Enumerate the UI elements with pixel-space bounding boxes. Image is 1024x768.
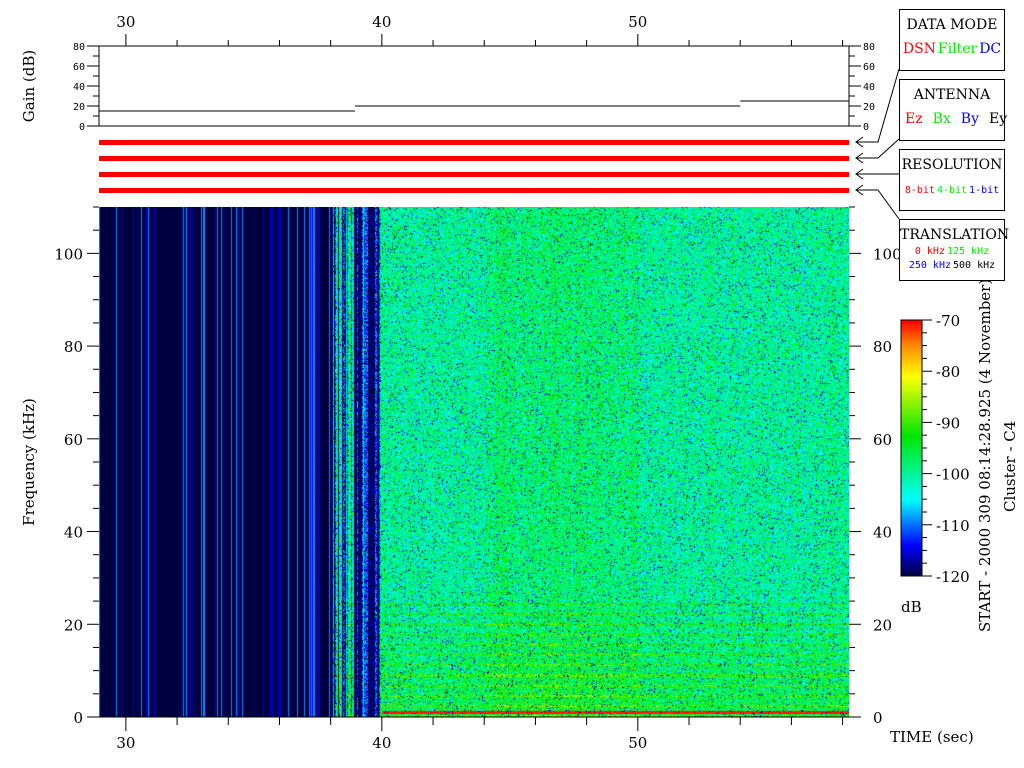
legend-items: 0 kHz 125 kHz 250 kHz 500 kHz — [900, 245, 1004, 273]
legend-title: TRANSLATION — [900, 227, 1010, 243]
gain-tick-label: 80 — [73, 42, 85, 53]
legend-items: Ez Bx By Ey — [900, 111, 1008, 127]
freq-tick-label: 0 — [73, 709, 83, 727]
time-tick-label: 50 — [628, 734, 647, 752]
arrow-icon — [855, 136, 864, 148]
freq-tick-label-right: 60 — [873, 431, 892, 449]
gain-tick-label-right: 20 — [863, 102, 875, 113]
arrow-icon — [855, 152, 864, 164]
arrow-icon — [855, 184, 864, 196]
legend-data-mode: DATA MODE DSN Filter DC — [899, 9, 1005, 71]
gain-tick-label: 40 — [73, 82, 85, 93]
gain-tick-label: 20 — [73, 102, 85, 113]
colorbar-tick-label: -120 — [936, 568, 970, 586]
colorbar-tick-label: -100 — [936, 466, 970, 484]
freq-tick-label-right: 40 — [873, 524, 892, 542]
gain-tick-label-right: 60 — [863, 62, 875, 73]
legend-title: RESOLUTION — [901, 157, 1003, 173]
time-axis-label: TIME (sec) — [890, 728, 974, 746]
legend-item-0-khz: 0 kHz — [914, 246, 945, 257]
time-tick-label: 40 — [372, 734, 391, 752]
gain-tick-label-right: 40 — [863, 82, 875, 93]
legend-item-125-khz: 125 kHz — [946, 246, 990, 257]
legend-leader-line — [856, 68, 900, 143]
legend-item-500-khz: 500 kHz — [953, 260, 996, 271]
gain-tick-label: 0 — [79, 122, 85, 133]
freq-tick-label: 80 — [64, 338, 83, 356]
colorbar — [901, 320, 922, 576]
freq-tick-label: 20 — [64, 616, 83, 634]
legend-items: 8-bit 4-bit 1-bit — [900, 185, 1004, 196]
status-bar — [99, 140, 849, 145]
legend-resolution: RESOLUTION 8-bit 4-bit 1-bit — [899, 149, 1005, 211]
legend-item-8-bit: 8-bit — [904, 185, 935, 196]
legend-item-ez: Ez — [905, 111, 923, 127]
status-bar — [99, 188, 849, 193]
legend-items: DSN Filter DC — [900, 41, 1004, 57]
legend-item-dsn: DSN — [902, 41, 936, 57]
freq-tick-label-right: 100 — [873, 245, 902, 263]
status-bar — [99, 172, 849, 177]
colorbar-tick-label: -80 — [936, 363, 960, 381]
gain-tick-label: 60 — [73, 62, 85, 73]
colorbar-tick-label: -110 — [936, 517, 970, 535]
status-bar — [99, 156, 849, 161]
legend-item-bx: Bx — [932, 111, 951, 127]
legend-leader-line — [856, 138, 900, 159]
legend-item-250-khz: 250 kHz — [908, 260, 951, 271]
freq-tick-label-right: 20 — [873, 616, 892, 634]
gain-tick-label-right: 0 — [863, 122, 869, 133]
legend-item-by: By — [960, 111, 979, 127]
top-time-tick-label: 40 — [372, 13, 391, 31]
freq-axis-label: Frequency (kHz) — [20, 398, 38, 526]
legend-item-dc: DC — [979, 41, 1002, 57]
spectrogram-image — [99, 207, 849, 717]
legend-title: ANTENNA — [913, 87, 991, 103]
top-time-tick-label: 30 — [116, 13, 135, 31]
spacecraft-label: Cluster - C4 — [1001, 421, 1019, 512]
colorbar-unit-label: dB — [901, 598, 922, 616]
freq-tick-label: 60 — [64, 431, 83, 449]
legend-antenna: ANTENNA Ez Bx By Ey — [899, 79, 1008, 141]
start-time-label: START - 2000 309 08:14:28.925 (4 Novembe… — [976, 279, 994, 632]
colorbar-tick-label: -70 — [936, 312, 960, 330]
gain-axis-label: Gain (dB) — [20, 50, 38, 122]
freq-tick-label-right: 0 — [873, 709, 883, 727]
legend-item-filter: Filter — [937, 41, 978, 57]
freq-tick-label: 40 — [64, 524, 83, 542]
colorbar-tick-label: -90 — [936, 414, 960, 432]
time-tick-label: 30 — [116, 734, 135, 752]
legend-leader-line — [856, 189, 900, 220]
freq-tick-label-right: 80 — [873, 338, 892, 356]
legend-title: DATA MODE — [906, 17, 998, 33]
top-time-tick-label: 50 — [628, 13, 647, 31]
freq-tick-label: 100 — [54, 245, 83, 263]
legend-item-4-bit: 4-bit — [936, 185, 968, 196]
legend-translation: TRANSLATION 0 kHz 125 kHz 250 kHz 500 kHz — [899, 219, 1010, 281]
legend-item-ey: Ey — [989, 111, 1008, 127]
gain-tick-label-right: 80 — [863, 42, 875, 53]
arrow-icon — [855, 168, 864, 180]
legend-item-1-bit: 1-bit — [969, 185, 1000, 196]
colorbar-frame — [900, 319, 923, 577]
